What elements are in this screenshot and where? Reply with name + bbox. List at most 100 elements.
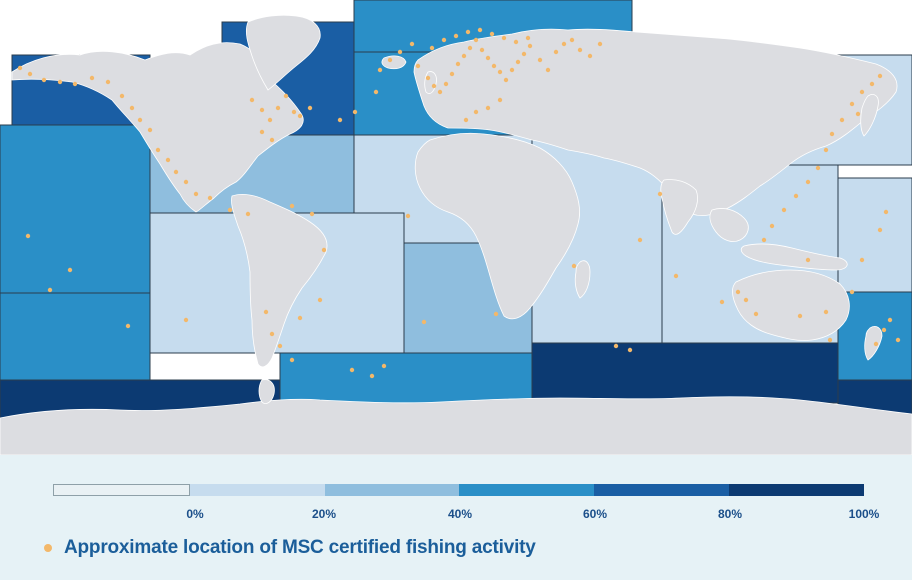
marker-legend: Approximate location of MSC certified fi… — [44, 537, 536, 559]
fishery-marker — [369, 373, 375, 379]
fishery-marker — [297, 113, 303, 119]
fishery-marker — [895, 337, 901, 343]
fishery-marker — [405, 213, 411, 219]
fishery-marker — [387, 57, 393, 63]
scale-swatch-1 — [189, 484, 325, 496]
fishery-marker — [793, 193, 799, 199]
fishery-marker — [489, 31, 495, 37]
fishery-marker — [119, 93, 125, 99]
fishery-marker — [377, 67, 383, 73]
fishery-marker — [815, 165, 821, 171]
land-antarctica — [0, 396, 912, 455]
fishery-marker — [877, 227, 883, 233]
fishery-marker — [545, 67, 551, 73]
fishery-marker — [125, 323, 131, 329]
fishery-marker — [409, 41, 415, 47]
fishery-marker — [291, 109, 297, 115]
fishery-marker — [321, 247, 327, 253]
land-north-america — [11, 42, 304, 213]
color-scale-bar — [53, 484, 864, 496]
fishery-marker — [797, 313, 803, 319]
fishery-marker — [105, 79, 111, 85]
fishery-marker — [525, 35, 531, 41]
fishery-marker — [429, 45, 435, 51]
fishery-marker — [527, 43, 533, 49]
marker-legend-dot — [44, 544, 52, 552]
fishery-marker — [263, 309, 269, 315]
fishery-marker — [72, 81, 78, 87]
fishery-marker — [561, 41, 567, 47]
fishery-marker — [269, 331, 275, 337]
fishery-marker — [373, 89, 379, 95]
fishery-marker — [571, 263, 577, 269]
fishery-marker — [537, 57, 543, 63]
land-greenland — [245, 14, 321, 91]
land-iceland — [381, 55, 407, 70]
land-layer — [0, 14, 912, 455]
fishery-marker — [147, 127, 153, 133]
fishery-marker — [849, 101, 855, 107]
fishery-marker — [129, 105, 135, 111]
fishery-marker — [805, 257, 811, 263]
marker-legend-label: Approximate location of MSC certified fi… — [64, 537, 536, 558]
fishery-marker — [249, 97, 255, 103]
fishing-zone-western-central-pacific — [837, 177, 912, 293]
fishery-marker — [473, 109, 479, 115]
fishery-marker — [41, 77, 47, 83]
fishery-marker — [47, 287, 53, 293]
fishery-marker — [441, 37, 447, 43]
scale-swatch-5 — [729, 484, 864, 496]
legend-panel: 0% 20% 40% 60% 80% 100% Approximate loca… — [0, 455, 912, 580]
fishery-marker — [173, 169, 179, 175]
fishery-marker — [183, 317, 189, 323]
fishery-marker — [735, 289, 741, 295]
fishery-marker — [515, 59, 521, 65]
fishery-marker — [627, 347, 633, 353]
fishery-marker — [883, 209, 889, 215]
fishery-marker — [57, 79, 63, 85]
fishery-marker — [183, 179, 189, 185]
fishery-marker — [485, 55, 491, 61]
fishery-marker — [453, 33, 459, 39]
fishery-marker — [283, 93, 289, 99]
certified-fishery-markers — [17, 27, 901, 379]
scale-swatch-0 — [53, 484, 190, 496]
fishery-marker — [449, 71, 455, 77]
fishery-marker — [397, 49, 403, 55]
fishery-marker — [761, 237, 767, 243]
fishery-marker — [477, 27, 483, 33]
fishery-marker — [267, 117, 273, 123]
fishery-marker — [753, 311, 759, 317]
fishery-marker — [823, 309, 829, 315]
fishery-marker — [193, 191, 199, 197]
fishery-marker — [277, 343, 283, 349]
fishery-marker — [587, 53, 593, 59]
fishery-marker — [337, 117, 343, 123]
fishery-marker — [431, 83, 437, 89]
fishery-marker — [165, 157, 171, 163]
fishery-marker — [317, 297, 323, 303]
fishery-marker — [719, 299, 725, 305]
world-map — [0, 0, 912, 455]
fishery-marker — [503, 77, 509, 83]
fishery-marker — [823, 147, 829, 153]
fishery-marker — [873, 341, 879, 347]
land-southeast-asia — [709, 208, 749, 242]
fishery-marker — [421, 319, 427, 325]
land-australia — [732, 269, 850, 341]
scale-tick-40: 40% — [447, 507, 473, 521]
fishery-marker — [259, 129, 265, 135]
land-south-america — [231, 194, 328, 368]
fishery-marker — [67, 267, 73, 273]
fishery-marker — [637, 237, 643, 243]
fishery-marker — [137, 117, 143, 123]
fishery-marker — [89, 75, 95, 81]
fishery-marker — [743, 297, 749, 303]
fishery-marker — [17, 65, 23, 71]
fishery-marker — [259, 107, 265, 113]
fishery-marker — [769, 223, 775, 229]
fishery-marker — [829, 131, 835, 137]
fishing-zone-southeast-pacific — [0, 292, 151, 381]
fishery-marker — [491, 63, 497, 69]
